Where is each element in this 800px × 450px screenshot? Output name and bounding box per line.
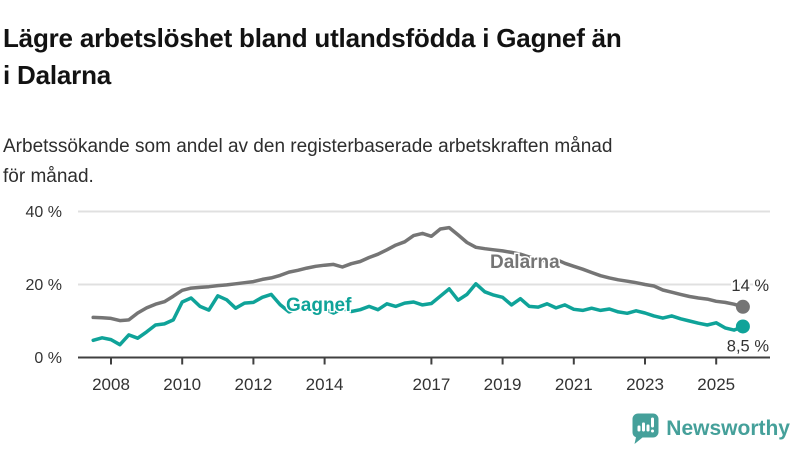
x-tick-label-2023: 2023	[626, 375, 664, 394]
x-tick-label-2014: 2014	[306, 375, 344, 394]
newsworthy-icon	[632, 413, 659, 444]
y-tick-label-0: 0 %	[34, 350, 62, 367]
x-tick-label-2021: 2021	[555, 375, 593, 394]
series-end-dot-gagnef	[735, 319, 750, 334]
chart-subtitle: Arbetssökande som andel av den registerb…	[3, 132, 793, 192]
chart-title: Lägre arbetslöshet bland utlandsfödda i …	[3, 20, 793, 94]
x-tick-label-2017: 2017	[412, 375, 450, 394]
subtitle-line-1: Arbetssökande som andel av den registerb…	[3, 136, 613, 157]
series-label-gagnef: Gagnef	[286, 295, 352, 316]
x-tick-label-2010: 2010	[163, 375, 201, 394]
subtitle-line-2: för månad.	[3, 166, 94, 187]
newsworthy-brand-text: Newsworthy	[666, 416, 790, 440]
series-line-gagnef	[91, 282, 745, 347]
title-line-2: i Dalarna	[3, 60, 112, 91]
end-value-label-gagnef: 8,5 %	[727, 337, 770, 355]
x-tick-label-2019: 2019	[484, 375, 522, 394]
y-tick-label-20: 20 %	[26, 277, 62, 294]
x-tick-label-2025: 2025	[697, 375, 735, 394]
series-line-dalarna	[91, 225, 745, 323]
series-end-dot-dalarna	[735, 299, 750, 314]
title-line-1: Lägre arbetslöshet bland utlandsfödda i …	[3, 23, 622, 54]
x-tick-label-2012: 2012	[234, 375, 272, 394]
x-tick-label-2008: 2008	[92, 375, 130, 394]
end-value-label-dalarna: 14 %	[731, 277, 769, 295]
y-tick-label-40: 40 %	[26, 204, 62, 221]
series-label-dalarna: Dalarna	[490, 252, 560, 273]
newsworthy-logo[interactable]: Newsworthy	[632, 413, 790, 444]
